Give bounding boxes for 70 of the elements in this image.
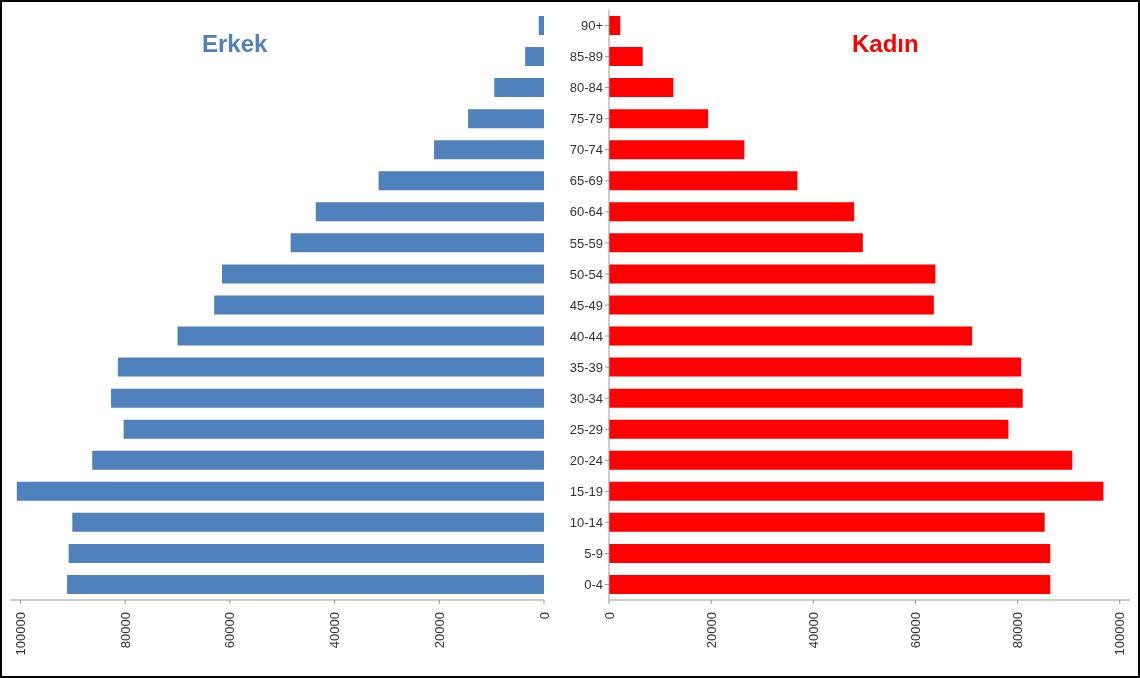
y-tick-label: 5-9 (584, 546, 603, 562)
bar (123, 419, 544, 439)
x-tick-label: 100000 (12, 612, 28, 656)
bar (609, 512, 1045, 532)
bar (525, 47, 544, 67)
y-tick-label: 45-49 (569, 297, 603, 313)
bar (609, 574, 1051, 594)
bar (177, 326, 544, 346)
y-tick-label: 65-69 (569, 173, 603, 189)
bar (16, 481, 544, 501)
text: Erkek (202, 30, 268, 58)
y-tick-label: 25-29 (569, 421, 603, 437)
y-tick-label: 35-39 (569, 359, 603, 375)
bar (538, 16, 544, 35)
y-tick-label: 85-89 (569, 49, 603, 65)
y-tick-label: 75-79 (569, 111, 603, 127)
bar (609, 109, 709, 129)
y-tick-label: 55-59 (569, 235, 603, 251)
bar (609, 419, 1009, 439)
x-tick-label: 40000 (805, 612, 821, 649)
y-tick-label: 0-4 (584, 577, 603, 593)
bar (609, 171, 798, 191)
y-tick-label: 70-74 (569, 142, 603, 158)
y-tick-label: 50-54 (569, 266, 603, 282)
y-tick-label: 20-24 (569, 452, 603, 468)
bar (222, 264, 544, 284)
y-tick-label: 10-14 (569, 514, 603, 530)
bar (609, 450, 1073, 470)
x-tick-label: 80000 (1010, 612, 1026, 649)
bar (609, 543, 1051, 563)
y-tick-label: 15-19 (569, 483, 603, 499)
bar (68, 543, 544, 563)
x-tick-label: 60000 (907, 612, 923, 649)
x-tick-label: 80000 (117, 612, 133, 649)
x-tick-label: 0 (601, 612, 617, 620)
x-tick-label: 0 (536, 612, 552, 620)
bar (67, 574, 544, 594)
bar (609, 388, 1023, 408)
bar (609, 78, 674, 98)
bar (72, 512, 544, 532)
bar (92, 450, 544, 470)
bar (609, 47, 643, 67)
bar (609, 326, 973, 346)
x-tick-label: 100000 (1112, 612, 1128, 656)
bar (609, 233, 863, 253)
bar (609, 295, 934, 315)
bar (117, 357, 544, 377)
x-tick-label: 60000 (222, 612, 238, 649)
x-tick-label: 40000 (327, 612, 343, 649)
bar (214, 295, 544, 315)
bar (434, 140, 544, 160)
y-tick-label: 40-44 (569, 328, 603, 344)
y-tick-label: 90+ (580, 18, 603, 34)
bar (468, 109, 544, 129)
y-tick-label: 80-84 (569, 80, 603, 96)
bar (494, 78, 544, 98)
bar (111, 388, 544, 408)
bar (378, 171, 544, 191)
text: Kadın (852, 30, 919, 58)
bar (609, 202, 855, 222)
x-tick-label: 20000 (703, 612, 719, 649)
bar (315, 202, 544, 222)
y-tick-label: 60-64 (569, 204, 603, 220)
x-tick-label: 20000 (431, 612, 447, 649)
bar (290, 233, 544, 253)
bar (609, 140, 745, 160)
bar (609, 481, 1104, 501)
bar (609, 357, 1022, 377)
y-tick-label: 30-34 (569, 390, 603, 406)
bar (609, 264, 936, 284)
